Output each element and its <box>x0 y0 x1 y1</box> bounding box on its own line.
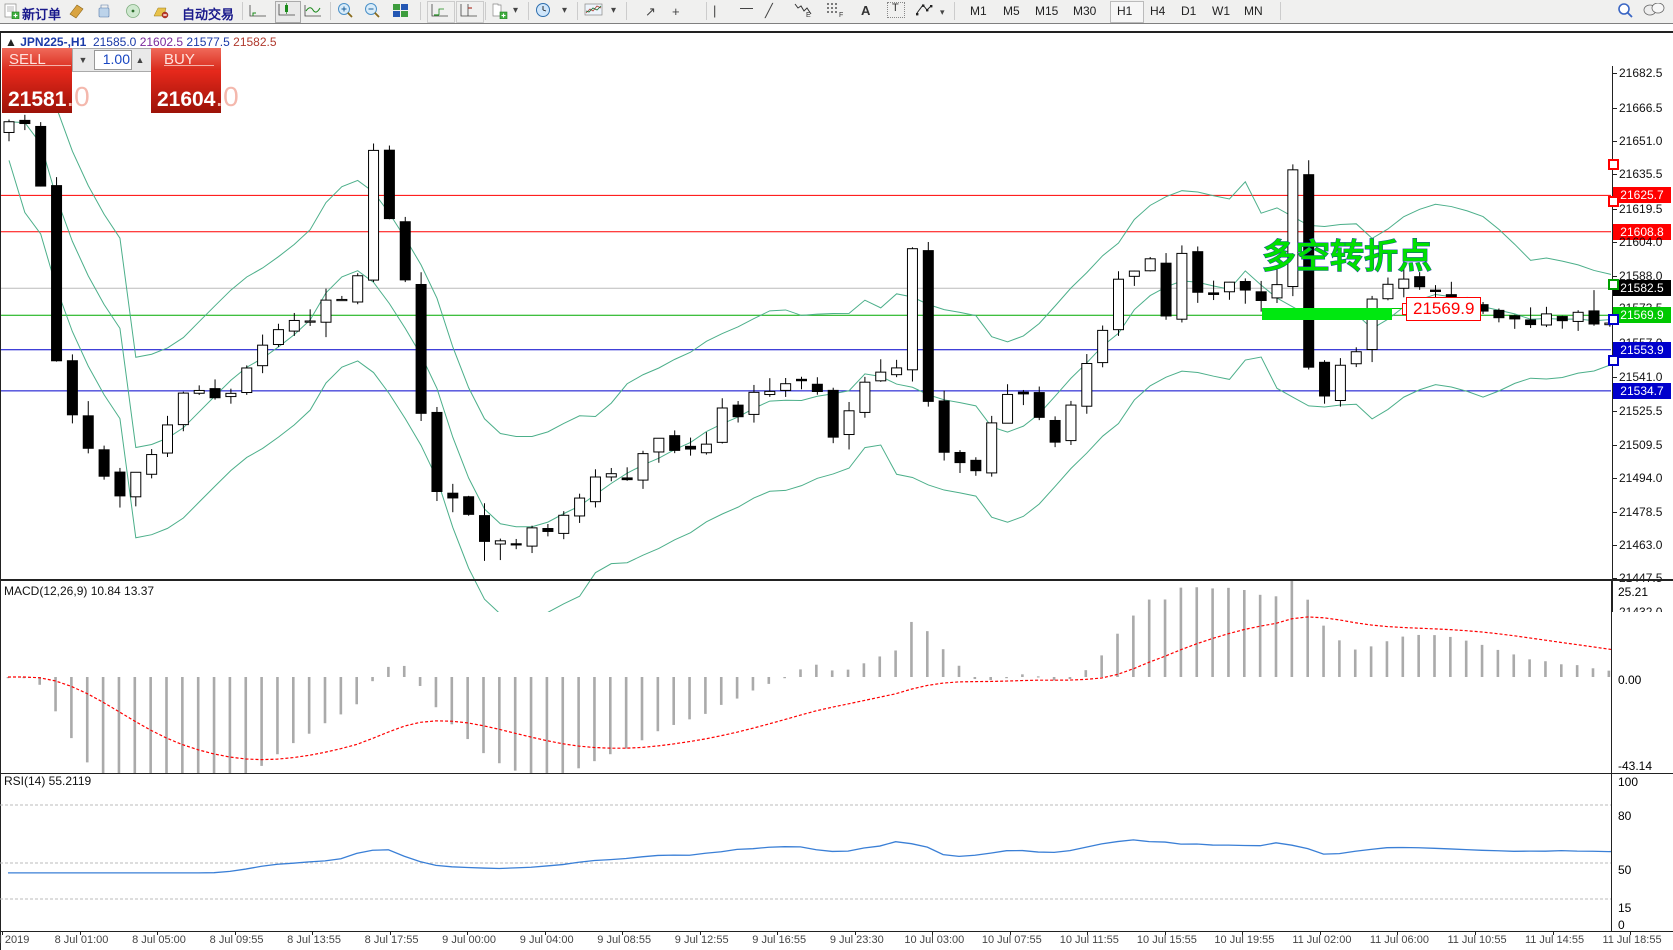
svg-text:多空转折点: 多空转折点 <box>1262 238 1432 276</box>
